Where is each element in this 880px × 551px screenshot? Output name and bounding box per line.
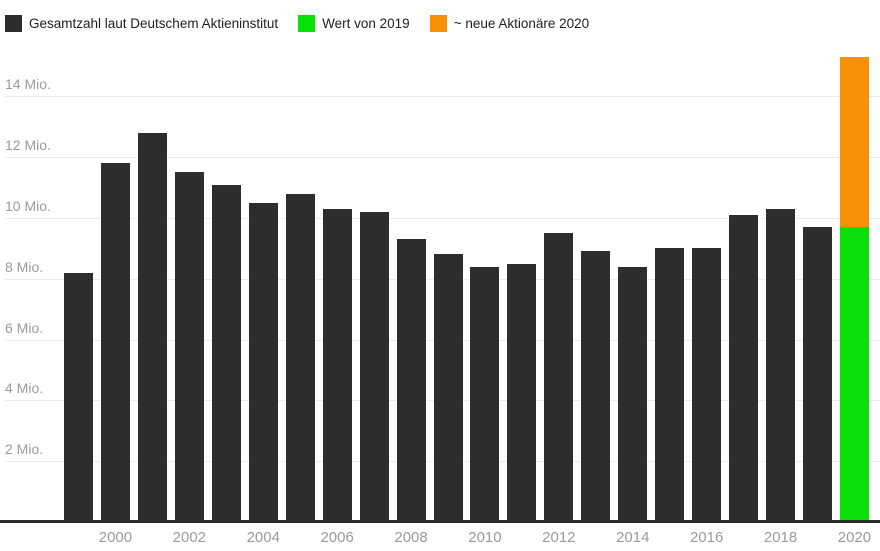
- y-tick-label-6: 6 Mio.: [5, 319, 44, 336]
- bar-2006-gesamtzahl: [322, 208, 352, 522]
- x-tick-label-2018: 2018: [763, 529, 798, 546]
- gridline-12: [5, 157, 880, 159]
- bar-2015-gesamtzahl: [655, 248, 685, 522]
- bar-2005-gesamtzahl: [285, 193, 315, 522]
- legend-swatch-wert-von-2019: [298, 15, 316, 32]
- x-tick-label-2006: 2006: [320, 529, 354, 546]
- bar-2020-wert-von-2019: [839, 227, 869, 522]
- bar-2012-gesamtzahl: [544, 233, 574, 522]
- x-tick-label-2016: 2016: [689, 529, 724, 546]
- bar-2001-gesamtzahl: [137, 132, 167, 522]
- x-tick-label-2002: 2002: [172, 529, 207, 546]
- bar-2009-gesamtzahl: [433, 254, 463, 522]
- bar-2003-gesamtzahl: [211, 184, 241, 522]
- bar-2002-gesamtzahl: [174, 172, 204, 522]
- bar-2016-gesamtzahl: [692, 248, 722, 522]
- x-tick-label-2012: 2012: [542, 529, 576, 546]
- x-tick-label-2020: 2020: [837, 529, 872, 546]
- bar-2013-gesamtzahl: [581, 251, 611, 522]
- legend-item-wert-von-2019: Wert von 2019: [298, 15, 410, 32]
- x-tick-label-2008: 2008: [394, 529, 428, 546]
- chart-legend: Gesamtzahl laut Deutschem Aktieninstitut…: [5, 15, 589, 32]
- legend-label-neue-aktionaere: ~ neue Aktionäre 2020: [453, 16, 590, 31]
- bar-1999-gesamtzahl: [64, 272, 93, 522]
- legend-item-neue-aktionaere: ~ neue Aktionäre 2020: [429, 15, 590, 32]
- gridline-14: [5, 96, 880, 98]
- bar-2000-gesamtzahl: [100, 163, 130, 522]
- bar-2008-gesamtzahl: [396, 239, 426, 522]
- bar-2010-gesamtzahl: [470, 266, 500, 522]
- bar-2019-gesamtzahl: [803, 227, 832, 522]
- bar-2011-gesamtzahl: [507, 263, 537, 522]
- x-tick-label-2004: 2004: [246, 529, 280, 546]
- x-axis-baseline: [0, 520, 880, 523]
- bar-2017-gesamtzahl: [729, 214, 759, 522]
- y-tick-label-2: 2 Mio.: [5, 441, 44, 458]
- legend-label-wert-von-2019: Wert von 2019: [322, 16, 410, 31]
- y-tick-label-8: 8 Mio.: [5, 258, 44, 275]
- bar-2014-gesamtzahl: [618, 266, 648, 522]
- bar-2018-gesamtzahl: [766, 208, 796, 522]
- bar-2007-gesamtzahl: [359, 211, 389, 522]
- x-tick-label-2010: 2010: [468, 529, 502, 546]
- legend-swatch-neue-aktionaere: [429, 15, 447, 32]
- y-tick-label-14: 14 Mio.: [5, 76, 51, 93]
- legend-item-gesamtzahl: Gesamtzahl laut Deutschem Aktieninstitut: [5, 15, 278, 32]
- legend-swatch-gesamtzahl: [5, 15, 22, 32]
- y-tick-label-4: 4 Mio.: [5, 380, 44, 397]
- bar-2004-gesamtzahl: [248, 202, 278, 522]
- x-tick-label-2000: 2000: [98, 529, 133, 546]
- gridline-10: [5, 218, 880, 219]
- legend-label-gesamtzahl: Gesamtzahl laut Deutschem Aktieninstitut: [29, 16, 279, 31]
- y-tick-label-12: 12 Mio.: [5, 137, 51, 154]
- x-tick-label-2014: 2014: [616, 529, 650, 546]
- bar-2020-neue-aktionaere-2020: [839, 56, 869, 228]
- y-tick-label-10: 10 Mio.: [5, 198, 51, 214]
